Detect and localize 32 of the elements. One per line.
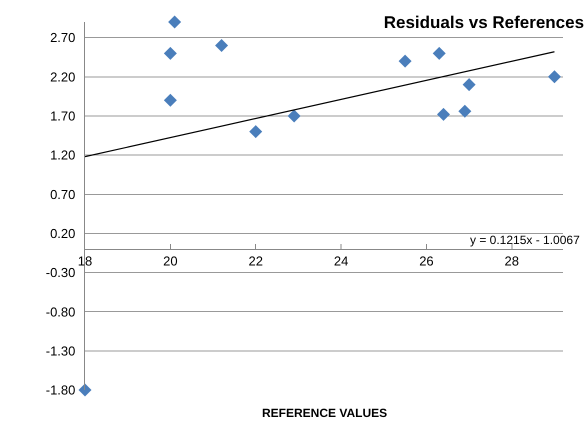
- point: [164, 46, 177, 60]
- point: [458, 104, 472, 118]
- point: [462, 78, 476, 92]
- y-tick-label: 2.20: [50, 69, 76, 84]
- x-tick-label: 18: [78, 254, 92, 269]
- point: [288, 109, 301, 122]
- point: [78, 384, 92, 396]
- y-tick-label: 0.70: [50, 186, 76, 202]
- point: [164, 94, 177, 107]
- y-tick-label: -0.80: [46, 304, 76, 320]
- y-tick-label: 2.70: [50, 30, 76, 46]
- x-axis-title: REFERENCE VALUES: [262, 406, 388, 420]
- point: [398, 54, 412, 68]
- chart-title: Residuals vs References: [384, 12, 584, 32]
- y-tick-label: 1.20: [50, 148, 76, 163]
- y-tick-label: -0.30: [46, 265, 76, 280]
- x-tick-label: 26: [419, 254, 434, 269]
- y-tick-label: 1.70: [50, 108, 76, 124]
- x-tick-label: 20: [163, 254, 178, 269]
- y-tick-label: -1.80: [46, 382, 76, 398]
- x-tick-label: 28: [504, 254, 520, 269]
- point: [548, 70, 561, 84]
- point: [215, 38, 228, 52]
- x-tick-label: 24: [334, 254, 348, 269]
- point: [437, 108, 450, 121]
- point: [432, 46, 446, 60]
- point: [168, 16, 182, 28]
- annotation: y = 0.1215x - 1.0067: [470, 233, 580, 247]
- y-tick-label: 0.20: [50, 226, 76, 241]
- y-tick-label: -1.30: [46, 343, 76, 358]
- point: [249, 125, 262, 138]
- x-tick-label: 22: [248, 254, 263, 269]
